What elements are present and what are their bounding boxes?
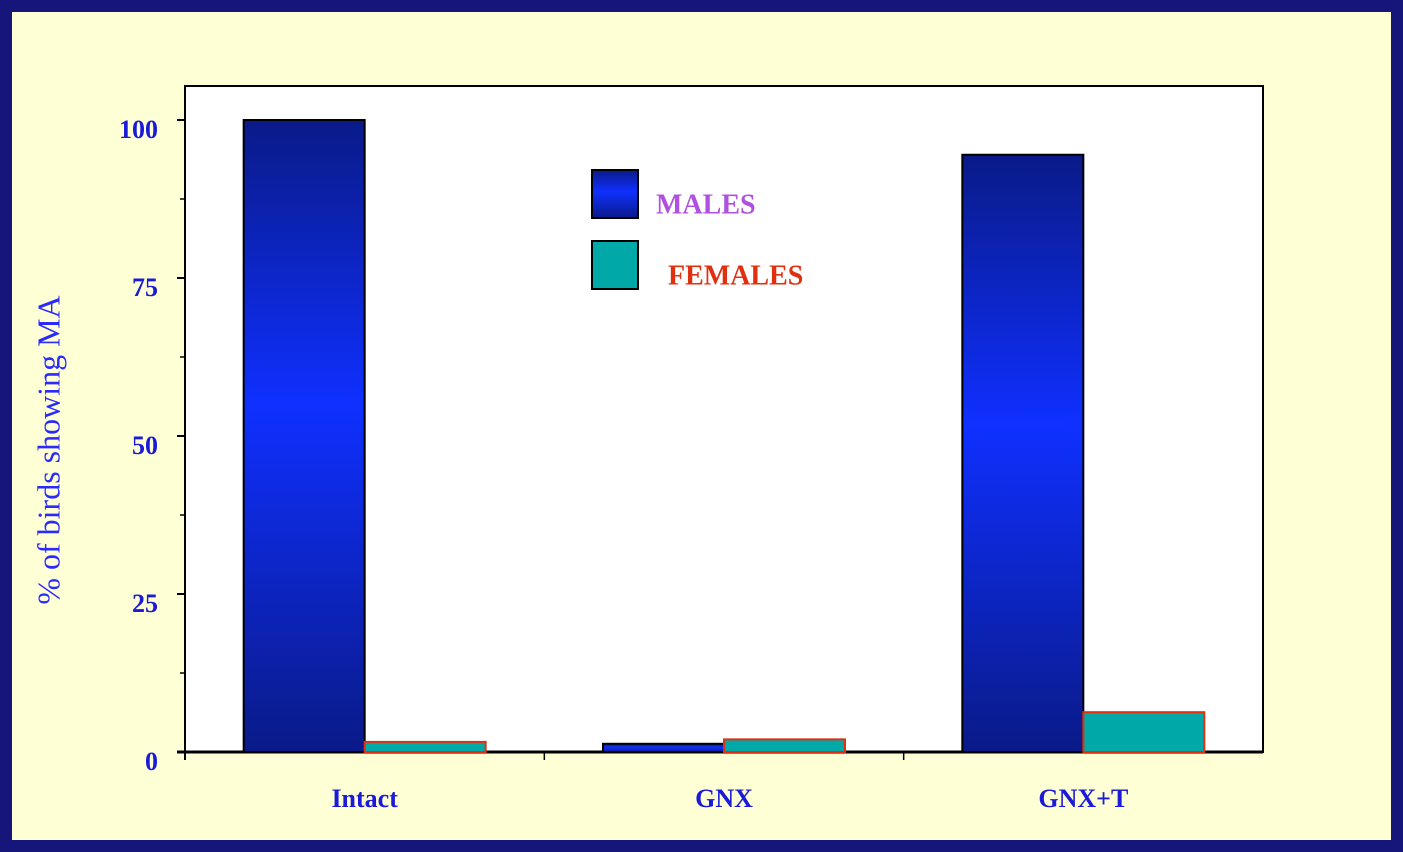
y-tick-label: 0 xyxy=(145,747,158,776)
bar xyxy=(961,153,1085,753)
legend-swatch xyxy=(591,240,639,290)
bar xyxy=(242,119,366,753)
y-tick-label: 75 xyxy=(132,273,158,302)
y-tick-label: 25 xyxy=(132,589,158,618)
x-tick-label: Intact xyxy=(331,784,398,813)
bar xyxy=(602,742,725,753)
legend-label: MALES xyxy=(656,189,756,220)
legend-label: FEMALES xyxy=(668,260,803,291)
y-axis-label: % of birds showing MA xyxy=(30,295,66,604)
x-tick-label: GNX xyxy=(695,784,753,813)
legend-swatch xyxy=(591,169,639,219)
x-tick-label: GNX+T xyxy=(1038,784,1128,813)
bar xyxy=(1082,711,1206,754)
y-tick-label: 100 xyxy=(119,115,158,144)
bar xyxy=(723,738,846,753)
y-tick-label: 50 xyxy=(132,431,158,460)
bar xyxy=(363,740,487,753)
